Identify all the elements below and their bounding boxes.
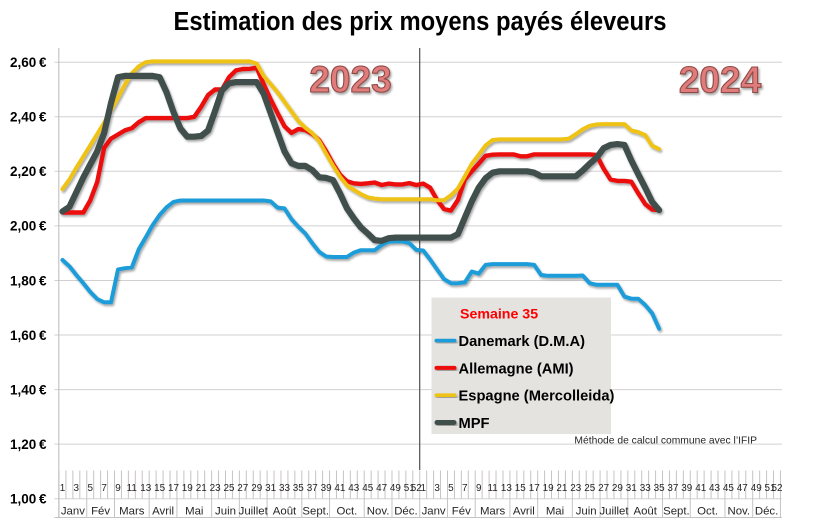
svg-text:33: 33 bbox=[279, 483, 290, 494]
svg-text:7: 7 bbox=[101, 483, 107, 494]
svg-text:25: 25 bbox=[584, 483, 595, 494]
svg-text:45: 45 bbox=[362, 483, 373, 494]
svg-text:39: 39 bbox=[321, 483, 332, 494]
svg-text:2,60 €: 2,60 € bbox=[10, 55, 47, 70]
svg-text:19: 19 bbox=[543, 483, 554, 494]
svg-text:Août: Août bbox=[273, 506, 297, 518]
svg-text:52: 52 bbox=[411, 483, 422, 494]
svg-text:15: 15 bbox=[515, 483, 526, 494]
svg-text:23: 23 bbox=[570, 483, 581, 494]
svg-text:2,00 €: 2,00 € bbox=[10, 219, 47, 234]
svg-text:Méthode de calcul commune avec: Méthode de calcul commune avec l’IFIP bbox=[574, 436, 757, 447]
svg-text:9: 9 bbox=[476, 483, 482, 494]
svg-text:2,40 €: 2,40 € bbox=[10, 110, 47, 125]
svg-text:Sept.: Sept. bbox=[663, 506, 690, 518]
svg-text:43: 43 bbox=[348, 483, 359, 494]
svg-text:37: 37 bbox=[307, 483, 318, 494]
svg-text:27: 27 bbox=[598, 483, 609, 494]
svg-text:Juin: Juin bbox=[576, 506, 597, 518]
svg-text:49: 49 bbox=[751, 483, 762, 494]
svg-text:23: 23 bbox=[210, 483, 221, 494]
svg-text:MPF: MPF bbox=[459, 416, 490, 432]
svg-text:1,60 €: 1,60 € bbox=[10, 328, 47, 343]
svg-text:7: 7 bbox=[462, 483, 468, 494]
svg-text:47: 47 bbox=[376, 483, 387, 494]
svg-text:51: 51 bbox=[404, 483, 415, 494]
svg-text:Janv: Janv bbox=[422, 506, 446, 518]
svg-text:43: 43 bbox=[709, 483, 720, 494]
svg-text:Allemagne (AMI): Allemagne (AMI) bbox=[459, 361, 574, 377]
svg-text:31: 31 bbox=[626, 483, 637, 494]
svg-text:Mars: Mars bbox=[480, 506, 506, 518]
svg-text:45: 45 bbox=[723, 483, 734, 494]
svg-text:31: 31 bbox=[265, 483, 276, 494]
svg-text:5: 5 bbox=[448, 483, 454, 494]
svg-text:Juillet: Juillet bbox=[239, 506, 269, 518]
svg-text:17: 17 bbox=[529, 483, 540, 494]
svg-text:Espagne (Mercolleida): Espagne (Mercolleida) bbox=[459, 389, 615, 405]
svg-text:Semaine 35: Semaine 35 bbox=[460, 307, 538, 323]
svg-text:21: 21 bbox=[556, 483, 567, 494]
svg-text:Nov.: Nov. bbox=[728, 506, 751, 518]
svg-text:3: 3 bbox=[434, 483, 440, 494]
svg-text:52: 52 bbox=[772, 483, 783, 494]
svg-text:1,00 €: 1,00 € bbox=[10, 492, 47, 507]
svg-text:Estimation des prix moyens pay: Estimation des prix moyens payés éleveur… bbox=[174, 8, 667, 36]
svg-text:51: 51 bbox=[765, 483, 776, 494]
svg-text:25: 25 bbox=[224, 483, 235, 494]
svg-text:Fév: Fév bbox=[452, 506, 471, 518]
svg-text:Oct.: Oct. bbox=[697, 506, 718, 518]
svg-text:Avril: Avril bbox=[513, 506, 535, 518]
svg-text:35: 35 bbox=[654, 483, 665, 494]
svg-text:Janv: Janv bbox=[61, 506, 85, 518]
svg-text:19: 19 bbox=[182, 483, 193, 494]
svg-text:Mars: Mars bbox=[119, 506, 145, 518]
svg-text:2,20 €: 2,20 € bbox=[10, 164, 47, 179]
svg-text:5: 5 bbox=[87, 483, 93, 494]
svg-text:1,40 €: 1,40 € bbox=[10, 382, 47, 397]
svg-text:29: 29 bbox=[251, 483, 262, 494]
svg-text:1: 1 bbox=[420, 483, 426, 494]
svg-text:Juillet: Juillet bbox=[599, 506, 629, 518]
svg-text:Danemark (D.M.A): Danemark (D.M.A) bbox=[459, 334, 586, 350]
svg-text:49: 49 bbox=[390, 483, 401, 494]
svg-text:29: 29 bbox=[612, 483, 623, 494]
svg-text:2024: 2024 bbox=[679, 60, 762, 101]
svg-text:13: 13 bbox=[501, 483, 512, 494]
svg-text:Oct.: Oct. bbox=[336, 506, 357, 518]
svg-text:17: 17 bbox=[168, 483, 179, 494]
svg-text:33: 33 bbox=[640, 483, 651, 494]
svg-text:Déc.: Déc. bbox=[755, 506, 778, 518]
svg-text:Fév: Fév bbox=[91, 506, 110, 518]
svg-text:15: 15 bbox=[154, 483, 165, 494]
svg-text:21: 21 bbox=[196, 483, 207, 494]
svg-text:9: 9 bbox=[115, 483, 121, 494]
svg-text:35: 35 bbox=[293, 483, 304, 494]
svg-text:Juin: Juin bbox=[215, 506, 236, 518]
svg-text:39: 39 bbox=[681, 483, 692, 494]
svg-text:2023: 2023 bbox=[309, 59, 391, 100]
svg-text:41: 41 bbox=[334, 483, 345, 494]
svg-text:Mai: Mai bbox=[546, 506, 564, 518]
svg-text:13: 13 bbox=[140, 483, 151, 494]
svg-text:1,80 €: 1,80 € bbox=[10, 273, 47, 288]
svg-text:37: 37 bbox=[667, 483, 678, 494]
svg-text:11: 11 bbox=[487, 483, 498, 494]
svg-text:Août: Août bbox=[633, 506, 657, 518]
svg-text:Déc.: Déc. bbox=[394, 506, 417, 518]
svg-text:27: 27 bbox=[237, 483, 248, 494]
svg-text:Mai: Mai bbox=[185, 506, 203, 518]
svg-text:1: 1 bbox=[60, 483, 66, 494]
svg-text:Sept.: Sept. bbox=[302, 506, 329, 518]
svg-text:47: 47 bbox=[737, 483, 748, 494]
svg-text:11: 11 bbox=[127, 483, 138, 494]
svg-text:Avril: Avril bbox=[152, 506, 174, 518]
svg-text:1,20 €: 1,20 € bbox=[10, 437, 47, 452]
svg-text:3: 3 bbox=[74, 483, 80, 494]
svg-text:41: 41 bbox=[695, 483, 706, 494]
svg-text:Nov.: Nov. bbox=[367, 506, 390, 518]
